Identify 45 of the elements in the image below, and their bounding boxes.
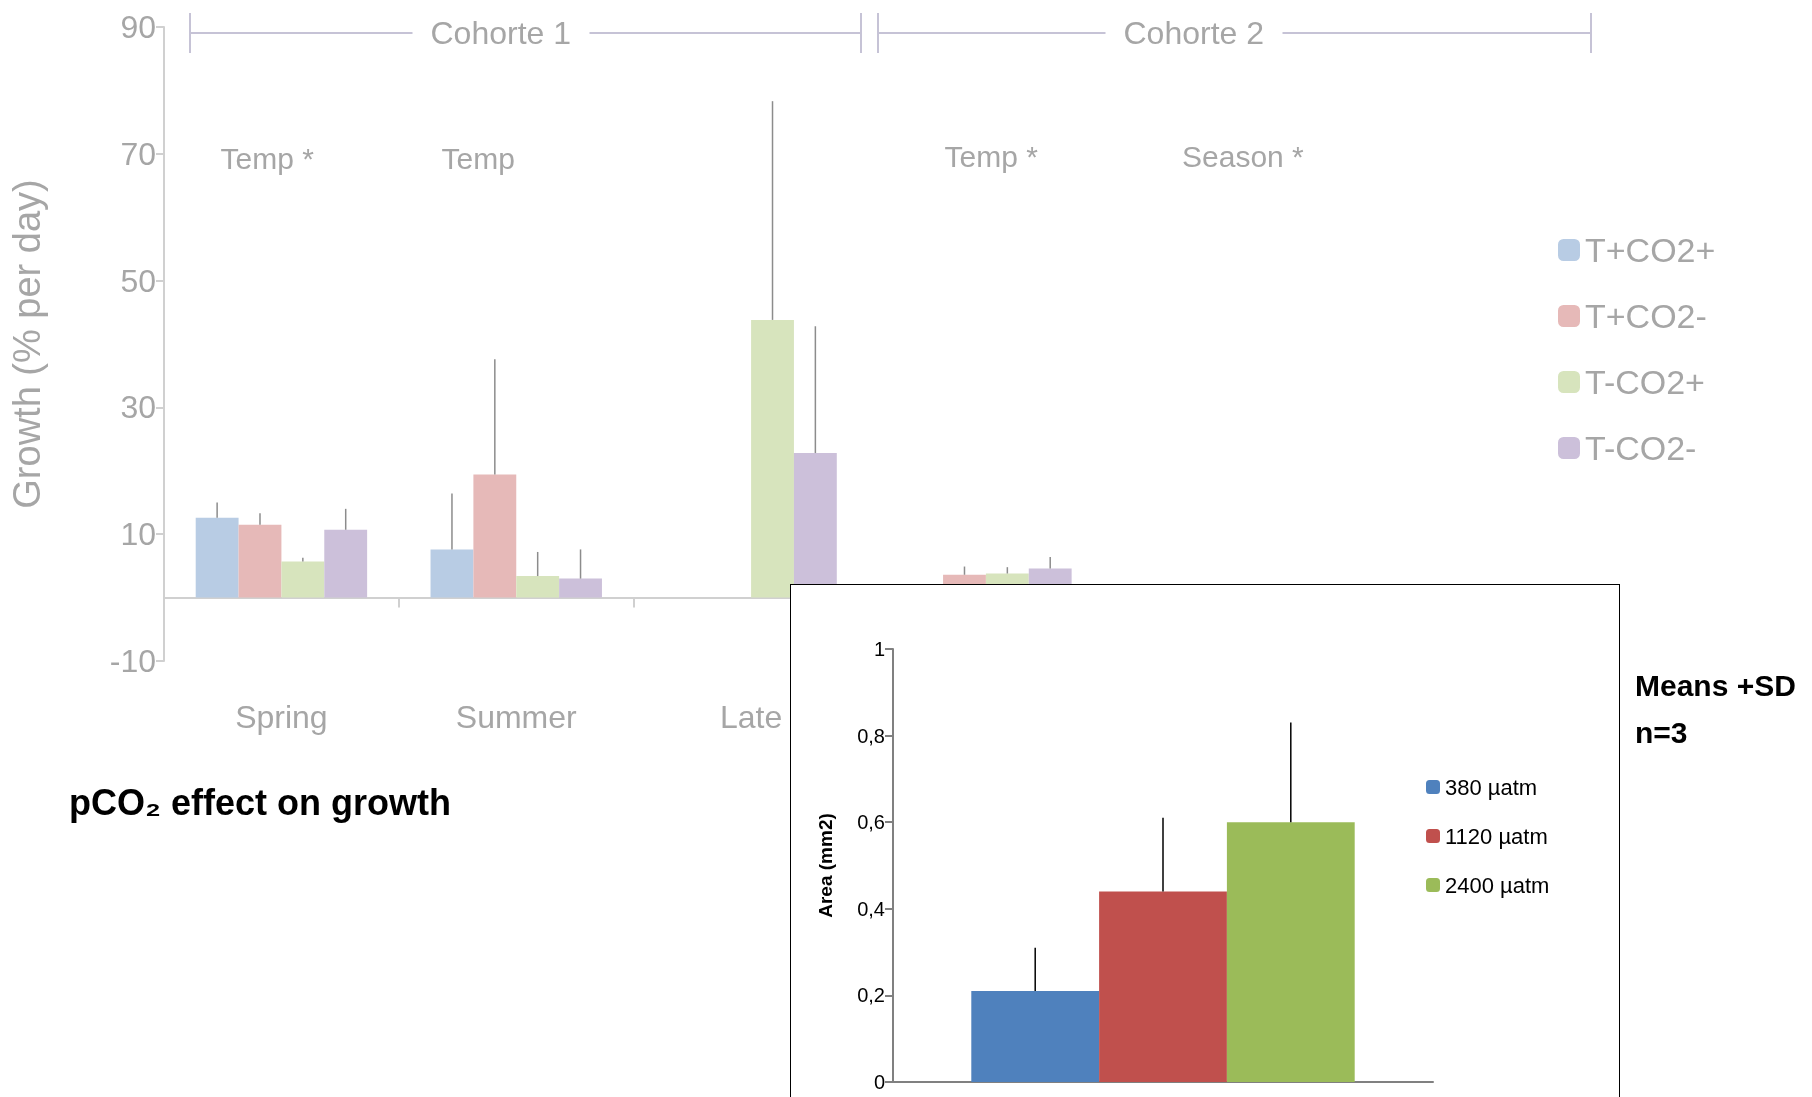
legend-label: T-CO2+ [1585, 363, 1705, 401]
y-tick-label: 0 [873, 1071, 885, 1093]
legend-label: 1120 µatm [1445, 823, 1548, 849]
y-tick-label: 0,4 [857, 897, 885, 920]
y-axis-title: Growth (% per day) [6, 179, 48, 509]
y-tick-label: 0,8 [857, 724, 885, 747]
bar [751, 319, 794, 598]
y-tick-label: -10 [109, 643, 156, 679]
y-tick-label: 70 [120, 135, 156, 172]
annotation: Cohorte 1 [430, 15, 572, 51]
x-tick-label: Summer [455, 699, 578, 735]
legend-label: T+CO2+ [1585, 231, 1716, 269]
annotation: Temp * [220, 142, 314, 175]
y-tick-label: 10 [120, 516, 156, 553]
bar [1226, 822, 1355, 1082]
y-tick-label: 0,2 [857, 984, 885, 1007]
annotation: Temp * [944, 140, 1038, 173]
x-tick-label: Late [719, 699, 783, 735]
annotation: Temp [441, 142, 515, 175]
bar [430, 549, 474, 598]
bar [559, 578, 602, 598]
y-axis-title: Area (mm2) [815, 813, 836, 918]
y-tick-label: 50 [120, 262, 156, 299]
annotation: Cohorte 2 [1123, 15, 1265, 51]
bar [473, 474, 517, 598]
legend-label: T-CO2- [1585, 429, 1697, 467]
legend-label: 2400 µatm [1445, 872, 1550, 898]
bar [516, 576, 560, 598]
y-tick-label: 90 [120, 9, 156, 45]
text: pCO₂ effect on growth [69, 782, 451, 823]
text: Means +SD [1635, 669, 1796, 702]
bar [971, 991, 1100, 1082]
y-tick-label: 1 [873, 638, 885, 660]
bar [324, 529, 368, 598]
x-tick-label: Spring [235, 699, 328, 735]
annotation: Season * [1182, 140, 1304, 173]
bar [195, 517, 239, 598]
legend-label: T+CO2- [1585, 297, 1707, 335]
y-tick-label: 0,6 [857, 811, 885, 834]
text: n=3 [1635, 716, 1688, 749]
bar [281, 561, 325, 598]
bar [1099, 891, 1227, 1082]
legend-label: 380 µatm [1445, 774, 1538, 800]
bar [238, 524, 282, 598]
y-tick-label: 30 [120, 389, 156, 426]
